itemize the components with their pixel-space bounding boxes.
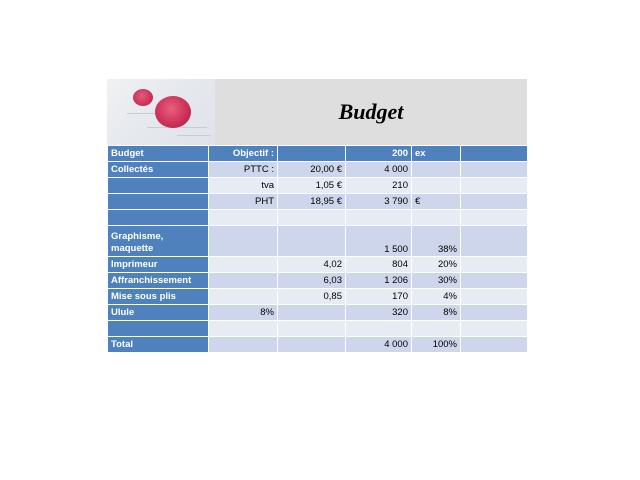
header-cell: Objectif : — [208, 145, 278, 162]
table-cell — [277, 209, 346, 226]
row-label: Graphisme, maquette — [107, 225, 209, 257]
table-cell — [411, 320, 461, 337]
table-cell — [208, 225, 278, 257]
header-cell: Budget — [107, 145, 209, 162]
row-label — [107, 320, 209, 337]
table-cell — [460, 256, 528, 273]
table-cell — [208, 256, 278, 273]
table-cell — [277, 320, 346, 337]
table-cell: 4,02 — [277, 256, 346, 273]
table-row: Graphisme, maquette 1 500 38% — [107, 225, 528, 257]
table-row: Collectés PTTC : 20,00 € 4 000 — [107, 161, 528, 178]
table-cell: PHT — [208, 193, 278, 210]
slide-header: Budget — [107, 79, 527, 145]
row-label — [107, 193, 209, 210]
row-label — [107, 209, 209, 226]
table-cell: 20% — [411, 256, 461, 273]
table-cell: 30% — [411, 272, 461, 289]
table-cell — [411, 161, 461, 178]
header-cell — [460, 145, 528, 162]
table-row: Imprimeur 4,02 804 20% — [107, 256, 528, 273]
budget-slide: Budget Budget Objectif : 200 ex Collecté… — [107, 79, 528, 353]
large-red-seal — [155, 96, 191, 128]
table-cell: 1,05 € — [277, 177, 346, 194]
row-label: Total — [107, 336, 209, 353]
small-red-seal — [133, 89, 153, 106]
budget-table: Budget Objectif : 200 ex Collectés PTTC … — [107, 145, 528, 353]
table-cell: € — [411, 193, 461, 210]
table-cell: 0,85 — [277, 288, 346, 305]
table-cell: 100% — [411, 336, 461, 353]
total-row: Total 4 000 100% — [107, 336, 528, 353]
table-cell — [460, 288, 528, 305]
table-cell: 38% — [411, 225, 461, 257]
table-cell — [277, 336, 346, 353]
table-cell — [411, 177, 461, 194]
table-row — [107, 320, 528, 337]
table-cell: 4 000 — [345, 336, 412, 353]
table-cell — [460, 272, 528, 289]
table-row: tva 1,05 € 210 — [107, 177, 528, 194]
table-row: Mise sous plis 0,85 170 4% — [107, 288, 528, 305]
table-cell — [460, 320, 528, 337]
table-cell: 170 — [345, 288, 412, 305]
row-label: Ulule — [107, 304, 209, 321]
table-cell — [277, 225, 346, 257]
header-cell — [277, 145, 346, 162]
row-label: Imprimeur — [107, 256, 209, 273]
table-row: PHT 18,95 € 3 790 € — [107, 193, 528, 210]
page-title: Budget — [338, 99, 404, 124]
table-cell — [411, 209, 461, 226]
table-cell: 6,03 — [277, 272, 346, 289]
table-cell: PTTC : — [208, 161, 278, 178]
table-cell — [460, 177, 528, 194]
row-label: Collectés — [107, 161, 209, 178]
header-cell: 200 — [345, 145, 412, 162]
table-cell — [460, 336, 528, 353]
row-label: Affranchissement — [107, 272, 209, 289]
table-cell — [460, 193, 528, 210]
table-cell — [460, 209, 528, 226]
table-cell: 4% — [411, 288, 461, 305]
table-cell: 1 206 — [345, 272, 412, 289]
table-cell: 3 790 — [345, 193, 412, 210]
table-cell — [208, 288, 278, 305]
table-cell — [460, 225, 528, 257]
table-cell — [460, 161, 528, 178]
table-cell: 804 — [345, 256, 412, 273]
table-row: Ulule 8% 320 8% — [107, 304, 528, 321]
header-cell: ex — [411, 145, 461, 162]
table-cell: 1 500 — [345, 225, 412, 257]
table-cell — [345, 320, 412, 337]
table-cell: 210 — [345, 177, 412, 194]
table-cell: 320 — [345, 304, 412, 321]
table-cell: tva — [208, 177, 278, 194]
table-cell — [208, 209, 278, 226]
table-cell — [208, 320, 278, 337]
table-cell — [277, 304, 346, 321]
table-cell: 20,00 € — [277, 161, 346, 178]
table-cell — [345, 209, 412, 226]
table-cell — [208, 272, 278, 289]
table-row: Affranchissement 6,03 1 206 30% — [107, 272, 528, 289]
row-label: Mise sous plis — [107, 288, 209, 305]
row-label — [107, 177, 209, 194]
table-cell: 8% — [208, 304, 278, 321]
table-cell — [460, 304, 528, 321]
table-cell: 18,95 € — [277, 193, 346, 210]
table-header-row: Budget Objectif : 200 ex — [107, 145, 528, 162]
table-cell — [208, 336, 278, 353]
table-cell: 8% — [411, 304, 461, 321]
table-row — [107, 209, 528, 226]
seal-image — [107, 79, 215, 145]
table-cell: 4 000 — [345, 161, 412, 178]
